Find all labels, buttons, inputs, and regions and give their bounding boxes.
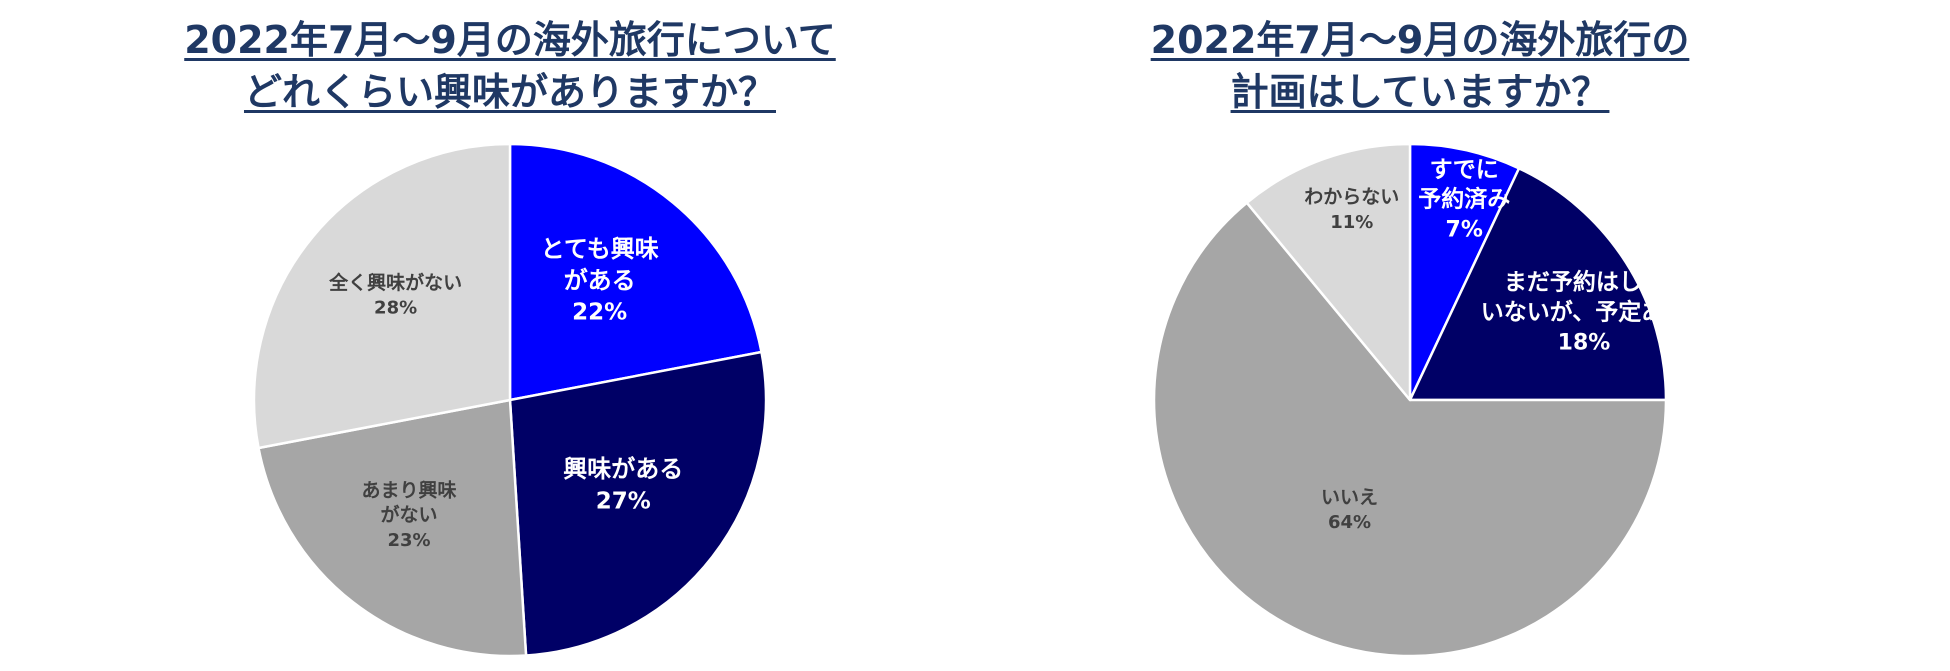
chart-title-line-2: 計画はしていますか？ [1230,70,1610,114]
slice-category-label: いいえ [1321,486,1378,508]
slice-label: すでに予約済み 7% [1418,157,1510,243]
pie-slice [508,142,763,402]
slice-category-label: すでに [1430,157,1499,183]
slice-category-label: がある [564,266,636,294]
pie-slice [1152,201,1668,658]
pie-slices [252,142,768,658]
slice-category-label: わからない [1304,186,1399,208]
pie-slice [1408,142,1521,402]
slice-value-label: 7% [1446,218,1483,243]
slice-label: とても興味がある 22% [541,235,659,325]
slice-category-label: がない [380,503,437,526]
slice-label: わからない 11% [1304,186,1399,233]
slice-value-label: 11% [1330,212,1373,233]
slice-category-label: 興味がある [563,455,683,483]
chart-title-line-2: どれくらい興味がありますか？ [243,70,776,114]
pie-chart: すでに予約済み 7% まだ予約はしていないが、予定あり 18% いいえ 64% わからない 1… [1152,142,1687,658]
chart-title: 2022年7月～9月の海外旅行について どれくらい興味がありますか？ [0,14,1020,118]
slice-label: いいえ 64% [1321,486,1378,533]
pie-slice [257,398,528,658]
slice-label: まだ予約はしていないが、予定あり 18% [1481,269,1688,356]
slice-category-label: とても興味 [541,235,659,263]
slice-value-label: 27% [596,488,651,514]
pie-labels: すでに予約済み 7% まだ予約はしていないが、予定あり 18% いいえ 64% わからない 1… [1304,157,1687,533]
slice-category-label: いないが、予定あり [1481,299,1688,326]
slice-category-label: 全く興味がない [328,271,462,294]
chart-title-line-1: 2022年7月～9月の海外旅行の [1150,18,1690,62]
slice-label: 全く興味がない 28% [328,271,462,319]
pie-slice [1408,167,1668,402]
slice-label: あまり興味がない 23% [361,479,456,550]
slice-value-label: 28% [374,298,417,319]
slice-value-label: 23% [387,530,430,551]
chart-title-line-1: 2022年7月～9月の海外旅行について [184,18,836,62]
slice-category-label: あまり興味 [361,479,456,501]
pie-slices [1152,142,1668,658]
pie-slice [252,142,512,450]
slice-category-label: 予約済み [1418,186,1510,213]
pie-slice [1245,142,1412,402]
slice-value-label: 64% [1328,512,1371,533]
pie-labels: とても興味がある 22% 興味がある 27% あまり興味がない 23% 全く興味がない 28% [328,235,683,551]
chart-plans: 2022年7月～9月の海外旅行の 計画はしていますか？ すでに予約済み 7% まだ予… [1000,0,1950,671]
chart-interest: 2022年7月～9月の海外旅行について どれくらい興味がありますか？ とても興味… [0,14,1020,658]
pie-slice [508,350,768,657]
slice-value-label: 18% [1558,331,1611,356]
slice-category-label: まだ予約はして [1504,269,1664,296]
pie-chart: とても興味がある 22% 興味がある 27% あまり興味がない 23% 全く興味がない 28% [252,142,768,658]
slice-label: 興味がある 27% [563,455,683,514]
slice-value-label: 22% [572,300,627,326]
chart-title: 2022年7月～9月の海外旅行の 計画はしていますか？ [1000,14,1840,118]
